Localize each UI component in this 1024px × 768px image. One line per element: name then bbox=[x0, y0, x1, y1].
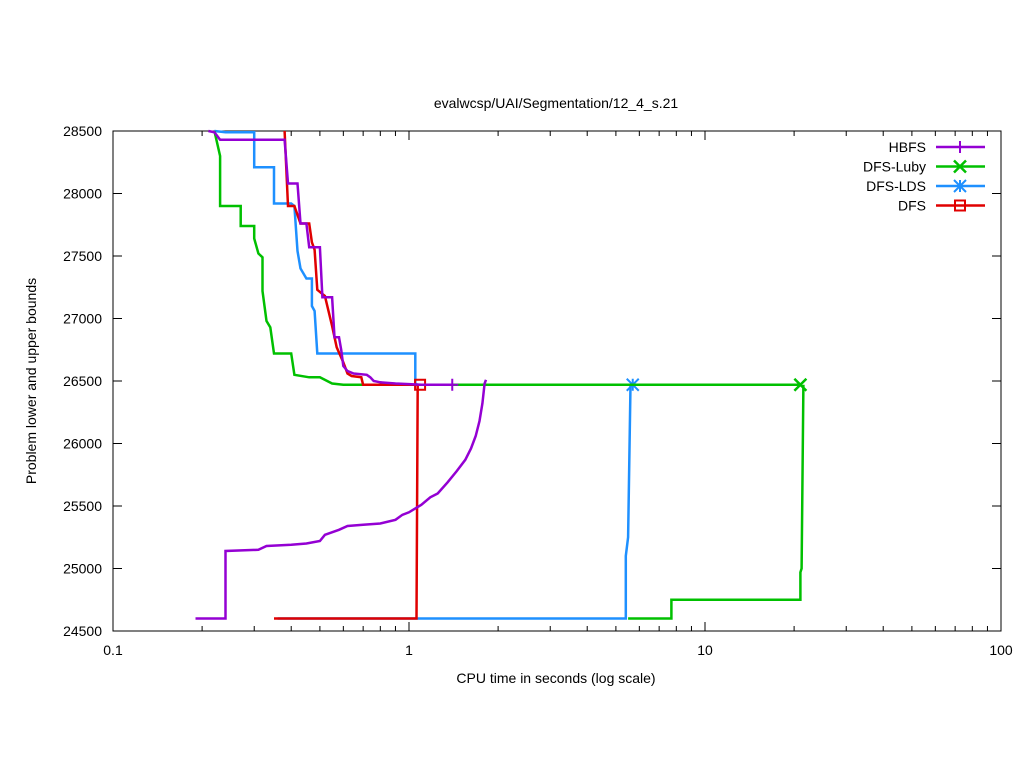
legend-label-dfs-lds: DFS-LDS bbox=[866, 178, 926, 194]
series-lines bbox=[195, 129, 808, 620]
y-tick-label: 26500 bbox=[63, 373, 102, 389]
dfs-luby-lower-bound-line bbox=[628, 384, 805, 620]
dfs-luby-upper-bound-line bbox=[213, 130, 801, 387]
dfs-upper-bound-line bbox=[283, 130, 421, 387]
y-tick-label: 25500 bbox=[63, 498, 102, 514]
chart-title: evalwcsp/UAI/Segmentation/12_4_s.21 bbox=[434, 95, 679, 111]
y-tick-label: 25000 bbox=[63, 561, 102, 577]
legend-label-hbfs: HBFS bbox=[889, 139, 926, 155]
dfs-lds-lower-bound-line bbox=[277, 384, 632, 620]
x-tick-label: 10 bbox=[697, 642, 713, 658]
x-tick-label: 100 bbox=[989, 642, 1013, 658]
legend-marker-dfs bbox=[954, 199, 966, 212]
hbfs-end-marker bbox=[446, 378, 459, 391]
legend-marker-hbfs bbox=[954, 141, 966, 153]
y-tick-label: 27500 bbox=[63, 248, 102, 264]
hbfs-lower-bound-line bbox=[195, 379, 488, 620]
hbfs-upper-bound-line bbox=[208, 129, 453, 387]
y-tick-label: 24500 bbox=[63, 623, 102, 639]
legend: HBFS DFS-Luby DFS-LDS DFS bbox=[863, 139, 985, 214]
y-axis-label: Problem lower and upper bounds bbox=[23, 278, 39, 484]
y-tick-label: 27000 bbox=[63, 311, 102, 327]
dfs-luby-end-marker bbox=[793, 377, 808, 392]
dfs-lds-upper-bound-line bbox=[214, 129, 633, 387]
y-tick-label: 28500 bbox=[63, 123, 102, 139]
axis-ticks: 0.1 1 10 100 24500 25000 25500 26000 26500 27000 2… bbox=[63, 123, 1013, 658]
legend-marker-dfs-luby bbox=[953, 159, 967, 174]
x-tick-label: 0.1 bbox=[103, 642, 123, 658]
dfs-lower-bound-line bbox=[274, 384, 419, 620]
x-axis-label: CPU time in seconds (log scale) bbox=[456, 670, 655, 686]
legend-marker-dfs-lds bbox=[953, 179, 967, 193]
x-tick-label: 1 bbox=[405, 642, 413, 658]
y-tick-label: 28000 bbox=[63, 186, 102, 202]
legend-label-dfs-luby: DFS-Luby bbox=[863, 159, 926, 175]
y-tick-label: 26000 bbox=[63, 436, 102, 452]
legend-label-dfs: DFS bbox=[898, 198, 926, 214]
